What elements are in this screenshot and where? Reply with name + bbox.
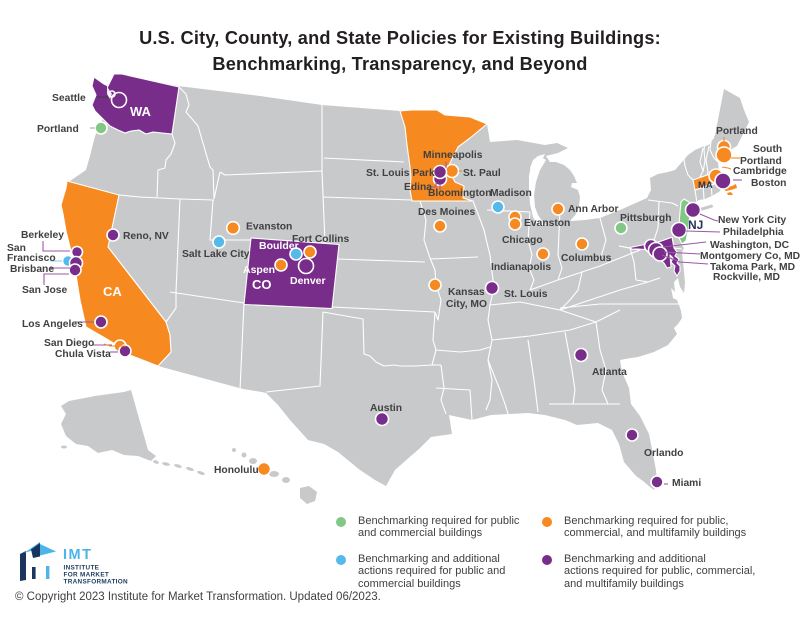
svg-text:Montgomery Co, MD: Montgomery Co, MD <box>700 251 800 262</box>
svg-text:Berkeley: Berkeley <box>21 230 64 241</box>
svg-text:Boston: Boston <box>751 178 786 189</box>
svg-text:Portland: Portland <box>37 124 79 135</box>
svg-text:Portland: Portland <box>716 126 758 137</box>
svg-text:Bloomington: Bloomington <box>428 188 491 199</box>
svg-text:CA: CA <box>103 284 122 299</box>
svg-text:Washington, DC: Washington, DC <box>710 240 790 251</box>
svg-text:Edina: Edina <box>404 182 432 193</box>
svg-text:Chicago: Chicago <box>502 235 543 246</box>
svg-text:Seattle: Seattle <box>52 93 86 104</box>
svg-text:South: South <box>753 144 782 155</box>
svg-text:Fort Collins: Fort Collins <box>292 234 349 245</box>
svg-text:WA: WA <box>130 104 152 119</box>
svg-text:NJ: NJ <box>688 218 703 232</box>
svg-text:St. Paul: St. Paul <box>463 168 501 179</box>
svg-text:St. Louis: St. Louis <box>504 289 548 300</box>
svg-text:Denver: Denver <box>290 275 326 287</box>
svg-text:Atlanta: Atlanta <box>592 367 627 378</box>
svg-text:Rockville, MD: Rockville, MD <box>713 272 780 283</box>
svg-text:Chula Vista: Chula Vista <box>55 349 111 360</box>
svg-text:Madison: Madison <box>490 188 532 199</box>
svg-text:San: San <box>7 243 26 254</box>
svg-text:Indianapolis: Indianapolis <box>491 262 551 273</box>
svg-text:TRANSFORMATION: TRANSFORMATION <box>64 579 129 586</box>
svg-text:Ann Arbor: Ann Arbor <box>568 204 619 215</box>
svg-text:Minneapolis: Minneapolis <box>423 150 483 161</box>
svg-text:Des Moines: Des Moines <box>418 207 475 218</box>
svg-text:INSTITUTE: INSTITUTE <box>64 565 100 572</box>
svg-text:Miami: Miami <box>672 478 701 489</box>
svg-text:Portland: Portland <box>740 156 782 167</box>
svg-text:Takoma Park, MD: Takoma Park, MD <box>710 262 795 273</box>
svg-text:Brisbane: Brisbane <box>10 264 54 275</box>
svg-text:Los Angeles: Los Angeles <box>22 319 83 330</box>
svg-text:Francisco: Francisco <box>7 253 56 264</box>
svg-text:Austin: Austin <box>370 403 402 414</box>
svg-text:FOR MARKET: FOR MARKET <box>64 572 110 579</box>
svg-text:Aspen: Aspen <box>243 264 275 276</box>
svg-text:CO: CO <box>252 277 272 292</box>
svg-text:San Diego: San Diego <box>44 338 94 349</box>
svg-text:Kansas: Kansas <box>448 287 485 298</box>
svg-text:St. Louis Park: St. Louis Park <box>366 168 435 179</box>
svg-text:City, MO: City, MO <box>446 299 487 310</box>
svg-text:Philadelphia: Philadelphia <box>723 227 784 238</box>
svg-text:Reno, NV: Reno, NV <box>123 231 169 242</box>
svg-text:San Jose: San Jose <box>22 285 67 296</box>
svg-text:Pittsburgh: Pittsburgh <box>620 213 671 224</box>
svg-text:New York City: New York City <box>718 215 787 226</box>
svg-text:Evanston: Evanston <box>524 218 570 229</box>
svg-text:Honolulu: Honolulu <box>214 465 259 476</box>
svg-text:Columbus: Columbus <box>561 253 612 264</box>
svg-text:MA: MA <box>698 180 713 191</box>
svg-text:Boulder: Boulder <box>259 240 299 252</box>
svg-text:Evanston: Evanston <box>246 222 292 233</box>
svg-text:Cambridge: Cambridge <box>733 166 787 177</box>
svg-text:Orlando: Orlando <box>644 448 683 459</box>
svg-text:IMT: IMT <box>63 547 92 563</box>
svg-text:Salt Lake City: Salt Lake City <box>182 249 250 260</box>
